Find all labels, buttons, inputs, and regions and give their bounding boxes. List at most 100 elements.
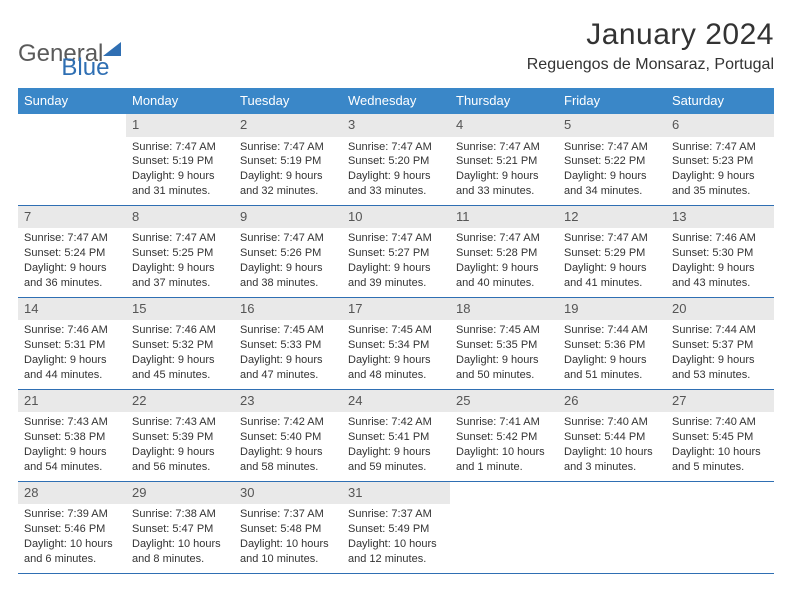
daylight-text: Daylight: 9 hours and 47 minutes. (240, 353, 336, 383)
title-block: January 2024 Reguengos de Monsaraz, Port… (527, 18, 774, 74)
week-row: 14Sunrise: 7:46 AMSunset: 5:31 PMDayligh… (18, 297, 774, 389)
day-number: 27 (666, 390, 774, 413)
sunrise-text: Sunrise: 7:37 AM (240, 507, 336, 522)
sunrise-text: Sunrise: 7:47 AM (240, 231, 336, 246)
sunrise-text: Sunrise: 7:46 AM (24, 323, 120, 338)
day-cell: 27Sunrise: 7:40 AMSunset: 5:45 PMDayligh… (666, 389, 774, 481)
day-cell: 2Sunrise: 7:47 AMSunset: 5:19 PMDaylight… (234, 114, 342, 205)
sunset-text: Sunset: 5:28 PM (456, 246, 552, 261)
day-cell: 18Sunrise: 7:45 AMSunset: 5:35 PMDayligh… (450, 297, 558, 389)
daylight-text: Daylight: 9 hours and 33 minutes. (348, 169, 444, 199)
day-cell: 23Sunrise: 7:42 AMSunset: 5:40 PMDayligh… (234, 389, 342, 481)
sunset-text: Sunset: 5:36 PM (564, 338, 660, 353)
daylight-text: Daylight: 9 hours and 58 minutes. (240, 445, 336, 475)
sunset-text: Sunset: 5:40 PM (240, 430, 336, 445)
weekday-saturday: Saturday (666, 88, 774, 114)
day-number: 30 (234, 482, 342, 505)
day-cell: 28Sunrise: 7:39 AMSunset: 5:46 PMDayligh… (18, 481, 126, 573)
logo-text-blue: Blue (61, 54, 109, 82)
weekday-friday: Friday (558, 88, 666, 114)
sunrise-text: Sunrise: 7:47 AM (348, 140, 444, 155)
sunset-text: Sunset: 5:22 PM (564, 154, 660, 169)
day-number: 14 (18, 298, 126, 321)
day-number: 3 (342, 114, 450, 137)
sunrise-text: Sunrise: 7:47 AM (132, 140, 228, 155)
day-cell: 11Sunrise: 7:47 AMSunset: 5:28 PMDayligh… (450, 205, 558, 297)
sunset-text: Sunset: 5:34 PM (348, 338, 444, 353)
sunset-text: Sunset: 5:42 PM (456, 430, 552, 445)
day-cell: 29Sunrise: 7:38 AMSunset: 5:47 PMDayligh… (126, 481, 234, 573)
day-number: 11 (450, 206, 558, 229)
day-number: 6 (666, 114, 774, 137)
sunset-text: Sunset: 5:32 PM (132, 338, 228, 353)
sunset-text: Sunset: 5:39 PM (132, 430, 228, 445)
sunset-text: Sunset: 5:44 PM (564, 430, 660, 445)
day-cell (450, 481, 558, 573)
week-row: 7Sunrise: 7:47 AMSunset: 5:24 PMDaylight… (18, 205, 774, 297)
location-subtitle: Reguengos de Monsaraz, Portugal (527, 56, 774, 74)
sunrise-text: Sunrise: 7:46 AM (672, 231, 768, 246)
day-cell: 22Sunrise: 7:43 AMSunset: 5:39 PMDayligh… (126, 389, 234, 481)
sunrise-text: Sunrise: 7:45 AM (240, 323, 336, 338)
sunrise-text: Sunrise: 7:44 AM (564, 323, 660, 338)
day-cell: 5Sunrise: 7:47 AMSunset: 5:22 PMDaylight… (558, 114, 666, 205)
day-number: 21 (18, 390, 126, 413)
day-number: 28 (18, 482, 126, 505)
sunrise-text: Sunrise: 7:47 AM (132, 231, 228, 246)
sunrise-text: Sunrise: 7:37 AM (348, 507, 444, 522)
month-title: January 2024 (527, 18, 774, 52)
day-cell: 3Sunrise: 7:47 AMSunset: 5:20 PMDaylight… (342, 114, 450, 205)
day-number: 2 (234, 114, 342, 137)
day-cell: 19Sunrise: 7:44 AMSunset: 5:36 PMDayligh… (558, 297, 666, 389)
sunset-text: Sunset: 5:35 PM (456, 338, 552, 353)
sunset-text: Sunset: 5:33 PM (240, 338, 336, 353)
day-number: 9 (234, 206, 342, 229)
daylight-text: Daylight: 9 hours and 37 minutes. (132, 261, 228, 291)
day-number: 23 (234, 390, 342, 413)
sunset-text: Sunset: 5:19 PM (240, 154, 336, 169)
sunrise-text: Sunrise: 7:47 AM (564, 140, 660, 155)
daylight-text: Daylight: 9 hours and 45 minutes. (132, 353, 228, 383)
sunrise-text: Sunrise: 7:41 AM (456, 415, 552, 430)
day-cell: 10Sunrise: 7:47 AMSunset: 5:27 PMDayligh… (342, 205, 450, 297)
day-cell: 8Sunrise: 7:47 AMSunset: 5:25 PMDaylight… (126, 205, 234, 297)
daylight-text: Daylight: 9 hours and 41 minutes. (564, 261, 660, 291)
sunset-text: Sunset: 5:26 PM (240, 246, 336, 261)
sunrise-text: Sunrise: 7:47 AM (456, 231, 552, 246)
day-cell: 26Sunrise: 7:40 AMSunset: 5:44 PMDayligh… (558, 389, 666, 481)
day-cell: 14 Sunrise: 7:46 AMSunset: 5:31 PMDayligh… (18, 297, 126, 389)
day-cell: 20Sunrise: 7:44 AMSunset: 5:37 PMDayligh… (666, 297, 774, 389)
day-number: 8 (126, 206, 234, 229)
day-cell: 4Sunrise: 7:47 AMSunset: 5:21 PMDaylight… (450, 114, 558, 205)
day-number: 18 (450, 298, 558, 321)
sunset-text: Sunset: 5:47 PM (132, 522, 228, 537)
daylight-text: Daylight: 9 hours and 51 minutes. (564, 353, 660, 383)
daylight-text: Daylight: 9 hours and 36 minutes. (24, 261, 120, 291)
weekday-tuesday: Tuesday (234, 88, 342, 114)
daylight-text: Daylight: 9 hours and 32 minutes. (240, 169, 336, 199)
day-cell: 15Sunrise: 7:46 AMSunset: 5:32 PMDayligh… (126, 297, 234, 389)
sunset-text: Sunset: 5:31 PM (24, 338, 120, 353)
daylight-text: Daylight: 9 hours and 44 minutes. (24, 353, 120, 383)
day-cell (666, 481, 774, 573)
day-cell (558, 481, 666, 573)
weekday-monday: Monday (126, 88, 234, 114)
calendar-page: General Blue January 2024 Reguengos de M… (0, 0, 792, 574)
day-cell: 31Sunrise: 7:37 AMSunset: 5:49 PMDayligh… (342, 481, 450, 573)
sunrise-text: Sunrise: 7:39 AM (24, 507, 120, 522)
weekday-wednesday: Wednesday (342, 88, 450, 114)
sunset-text: Sunset: 5:49 PM (348, 522, 444, 537)
week-row: 28Sunrise: 7:39 AMSunset: 5:46 PMDayligh… (18, 481, 774, 573)
daylight-text: Daylight: 9 hours and 34 minutes. (564, 169, 660, 199)
weekday-header-row: Sunday Monday Tuesday Wednesday Thursday… (18, 88, 774, 114)
day-cell: 16Sunrise: 7:45 AMSunset: 5:33 PMDayligh… (234, 297, 342, 389)
daylight-text: Daylight: 10 hours and 3 minutes. (564, 445, 660, 475)
sunset-text: Sunset: 5:19 PM (132, 154, 228, 169)
daylight-text: Daylight: 10 hours and 10 minutes. (240, 537, 336, 567)
sunrise-text: Sunrise: 7:47 AM (348, 231, 444, 246)
day-cell: 25Sunrise: 7:41 AMSunset: 5:42 PMDayligh… (450, 389, 558, 481)
sunset-text: Sunset: 5:37 PM (672, 338, 768, 353)
sunrise-text: Sunrise: 7:44 AM (672, 323, 768, 338)
sunrise-text: Sunrise: 7:47 AM (456, 140, 552, 155)
week-row: 1Sunrise: 7:47 AMSunset: 5:19 PMDaylight… (18, 114, 774, 205)
